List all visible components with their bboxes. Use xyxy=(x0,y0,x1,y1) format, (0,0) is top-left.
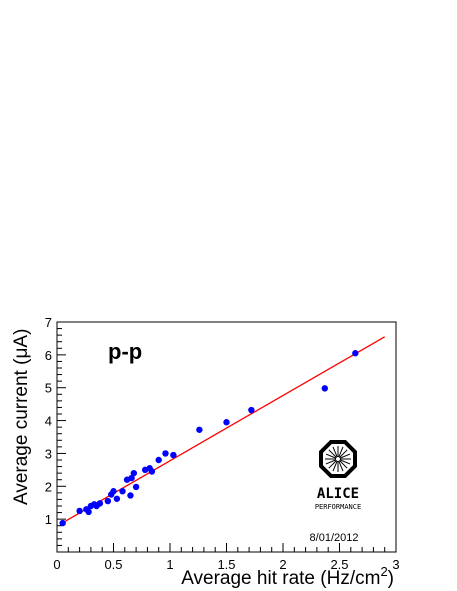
data-point xyxy=(132,483,140,491)
y-axis-title: Average current (μA) xyxy=(11,329,32,505)
x-tick-label: 0.5 xyxy=(104,557,122,572)
y-tick-label: 1 xyxy=(45,512,52,527)
data-point xyxy=(113,495,121,502)
alice-logo-ray xyxy=(338,446,344,458)
alice-logo-ray xyxy=(339,460,348,469)
data-point xyxy=(162,450,169,457)
x-tick-label: 0 xyxy=(53,557,60,572)
x-axis-title: Average hit rate (Hz/cm2) xyxy=(181,564,394,589)
data-point xyxy=(127,492,134,499)
x-axis: 0 0.5 1 1.5 2 2.5 3 xyxy=(53,543,400,572)
alice-logo-ray xyxy=(332,460,338,472)
data-point xyxy=(119,488,126,495)
data-points xyxy=(59,350,359,527)
x-tick-label: 2.5 xyxy=(330,557,348,572)
alice-logo-ray xyxy=(325,459,337,465)
x-axis-title-superscript: 2 xyxy=(380,564,387,579)
alice-logo-ray xyxy=(338,460,344,472)
data-point xyxy=(321,385,329,392)
alice-logo-subtitle: PERFORMANCE xyxy=(315,503,361,511)
alice-logo: ALICE PERFORMANCE xyxy=(315,440,361,511)
x-tick-label: 1.5 xyxy=(217,557,235,572)
data-point xyxy=(148,468,156,475)
alice-logo-ray xyxy=(339,453,351,459)
data-point xyxy=(85,508,92,516)
alice-logo-ray xyxy=(328,449,337,458)
y-tick-label: 4 xyxy=(45,414,52,429)
chart-annotation: p-p xyxy=(108,339,142,364)
y-tick-label: 6 xyxy=(45,348,52,363)
data-point xyxy=(155,456,162,464)
x-tick-label: 2 xyxy=(279,557,286,572)
y-tick-label: 7 xyxy=(45,315,52,330)
data-point xyxy=(76,507,83,515)
logo-date: 8/01/2012 xyxy=(310,532,359,544)
data-point xyxy=(170,451,177,459)
alice-logo-ray xyxy=(328,460,337,469)
alice-logo-ray xyxy=(339,459,351,465)
alice-logo-rays xyxy=(325,446,351,472)
x-tick-label: 3 xyxy=(392,557,399,572)
data-point xyxy=(196,426,203,433)
x-tick-label: 1 xyxy=(166,557,173,572)
alice-logo-ray xyxy=(339,449,348,458)
alice-logo-ray xyxy=(325,453,337,459)
alice-logo-ray xyxy=(332,446,338,458)
data-point xyxy=(59,519,66,527)
data-point xyxy=(110,488,117,495)
y-tick-label: 5 xyxy=(45,381,52,396)
y-tick-label: 3 xyxy=(45,446,52,461)
data-point xyxy=(130,469,138,477)
y-tick-label: 2 xyxy=(45,479,52,494)
x-axis-title-main: Average hit rate (Hz/cm xyxy=(181,568,380,589)
data-point xyxy=(352,350,359,357)
x-axis-title-end: ) xyxy=(388,568,394,589)
data-point xyxy=(104,497,112,505)
y-axis: 1 2 3 4 5 6 7 xyxy=(45,315,66,553)
data-point xyxy=(128,474,135,482)
data-point xyxy=(96,500,104,507)
data-point xyxy=(248,406,255,414)
data-point xyxy=(223,419,230,426)
alice-logo-name: ALICE xyxy=(317,486,359,502)
